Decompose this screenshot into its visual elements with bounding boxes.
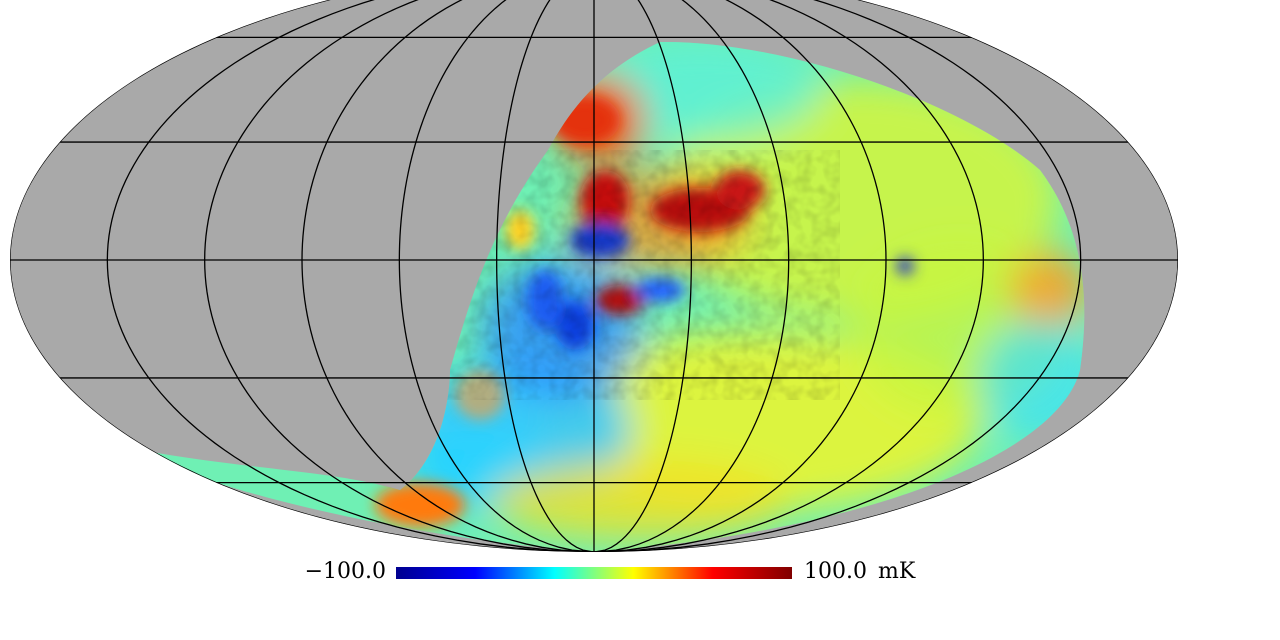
graticule-grid — [10, 0, 1178, 552]
meridian-line — [593, 0, 790, 552]
meridian-line — [593, 0, 984, 552]
meridian-line — [398, 0, 595, 552]
meridian-line — [496, 0, 595, 552]
meridian-line — [106, 0, 595, 552]
meridian-line — [593, 0, 692, 552]
colorbar-unit-label: mK — [878, 559, 916, 584]
meridian-line — [301, 0, 595, 552]
colorbar-min-label: −100.0 — [304, 559, 386, 584]
meridian-line — [204, 0, 595, 552]
colorbar — [396, 567, 792, 579]
colorbar-max-label: 100.0 — [804, 559, 867, 584]
meridian-line — [593, 0, 1082, 552]
meridian-line — [593, 0, 887, 552]
